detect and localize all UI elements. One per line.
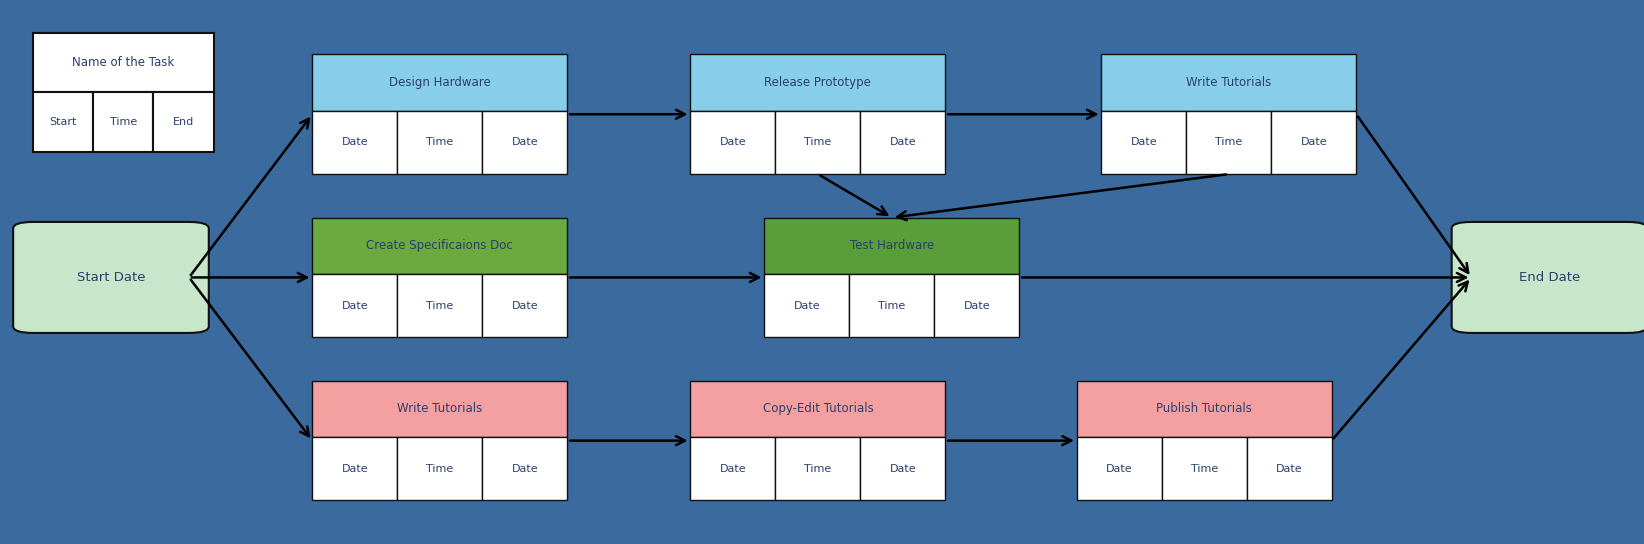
- Text: Release Prototype: Release Prototype: [764, 76, 871, 89]
- Text: Time: Time: [804, 138, 832, 147]
- FancyBboxPatch shape: [94, 92, 153, 152]
- FancyBboxPatch shape: [860, 110, 945, 174]
- FancyBboxPatch shape: [482, 110, 567, 174]
- FancyBboxPatch shape: [690, 437, 776, 500]
- Text: Start: Start: [49, 118, 77, 127]
- FancyBboxPatch shape: [312, 381, 567, 437]
- Text: Write Tutorials: Write Tutorials: [398, 403, 482, 416]
- Text: Date: Date: [1106, 464, 1133, 474]
- FancyBboxPatch shape: [1077, 437, 1162, 500]
- Text: Test Hardware: Test Hardware: [850, 239, 934, 252]
- Text: Date: Date: [1276, 464, 1302, 474]
- Text: Date: Date: [511, 301, 538, 311]
- FancyBboxPatch shape: [1162, 437, 1246, 500]
- FancyBboxPatch shape: [312, 218, 567, 274]
- FancyBboxPatch shape: [312, 274, 398, 337]
- Text: Time: Time: [878, 301, 906, 311]
- FancyBboxPatch shape: [690, 110, 776, 174]
- FancyBboxPatch shape: [153, 92, 214, 152]
- Text: Date: Date: [889, 138, 916, 147]
- Text: Time: Time: [426, 138, 454, 147]
- FancyBboxPatch shape: [1101, 110, 1187, 174]
- FancyBboxPatch shape: [690, 381, 945, 437]
- FancyBboxPatch shape: [1077, 381, 1332, 437]
- FancyBboxPatch shape: [312, 110, 398, 174]
- FancyBboxPatch shape: [776, 110, 860, 174]
- Text: Time: Time: [110, 118, 136, 127]
- FancyBboxPatch shape: [860, 437, 945, 500]
- Text: End Date: End Date: [1519, 271, 1580, 284]
- Text: Time: Time: [426, 301, 454, 311]
- FancyBboxPatch shape: [1452, 222, 1644, 333]
- FancyBboxPatch shape: [764, 274, 850, 337]
- FancyBboxPatch shape: [482, 274, 567, 337]
- FancyBboxPatch shape: [312, 54, 567, 110]
- FancyBboxPatch shape: [690, 54, 945, 110]
- FancyBboxPatch shape: [398, 110, 482, 174]
- FancyBboxPatch shape: [764, 218, 1019, 274]
- FancyBboxPatch shape: [776, 437, 860, 500]
- Text: Date: Date: [342, 301, 368, 311]
- Text: Date: Date: [720, 138, 746, 147]
- FancyBboxPatch shape: [33, 33, 214, 92]
- FancyBboxPatch shape: [1246, 437, 1332, 500]
- FancyBboxPatch shape: [1101, 54, 1356, 110]
- Text: Start Date: Start Date: [77, 271, 145, 284]
- FancyBboxPatch shape: [482, 437, 567, 500]
- Text: Date: Date: [794, 301, 820, 311]
- Text: Date: Date: [342, 138, 368, 147]
- Text: Time: Time: [1215, 138, 1243, 147]
- Text: Date: Date: [511, 464, 538, 474]
- Text: Time: Time: [1190, 464, 1218, 474]
- Text: Publish Tutorials: Publish Tutorials: [1156, 403, 1253, 416]
- Text: Date: Date: [720, 464, 746, 474]
- Text: Time: Time: [804, 464, 832, 474]
- Text: Date: Date: [963, 301, 990, 311]
- FancyBboxPatch shape: [312, 437, 398, 500]
- Text: Name of the Task: Name of the Task: [72, 56, 174, 69]
- FancyBboxPatch shape: [1271, 110, 1356, 174]
- FancyBboxPatch shape: [33, 92, 94, 152]
- Text: Write Tutorials: Write Tutorials: [1187, 76, 1271, 89]
- FancyBboxPatch shape: [1187, 110, 1271, 174]
- Text: Date: Date: [1131, 138, 1157, 147]
- Text: Date: Date: [342, 464, 368, 474]
- Text: End: End: [173, 118, 194, 127]
- FancyBboxPatch shape: [13, 222, 209, 333]
- Text: Date: Date: [889, 464, 916, 474]
- FancyBboxPatch shape: [850, 274, 934, 337]
- Text: Date: Date: [511, 138, 538, 147]
- Text: Create Specificaions Doc: Create Specificaions Doc: [367, 239, 513, 252]
- FancyBboxPatch shape: [398, 274, 482, 337]
- FancyBboxPatch shape: [398, 437, 482, 500]
- Text: Time: Time: [426, 464, 454, 474]
- Text: Date: Date: [1300, 138, 1327, 147]
- FancyBboxPatch shape: [934, 274, 1019, 337]
- Text: Copy-Edit Tutorials: Copy-Edit Tutorials: [763, 403, 873, 416]
- Text: Design Hardware: Design Hardware: [390, 76, 490, 89]
